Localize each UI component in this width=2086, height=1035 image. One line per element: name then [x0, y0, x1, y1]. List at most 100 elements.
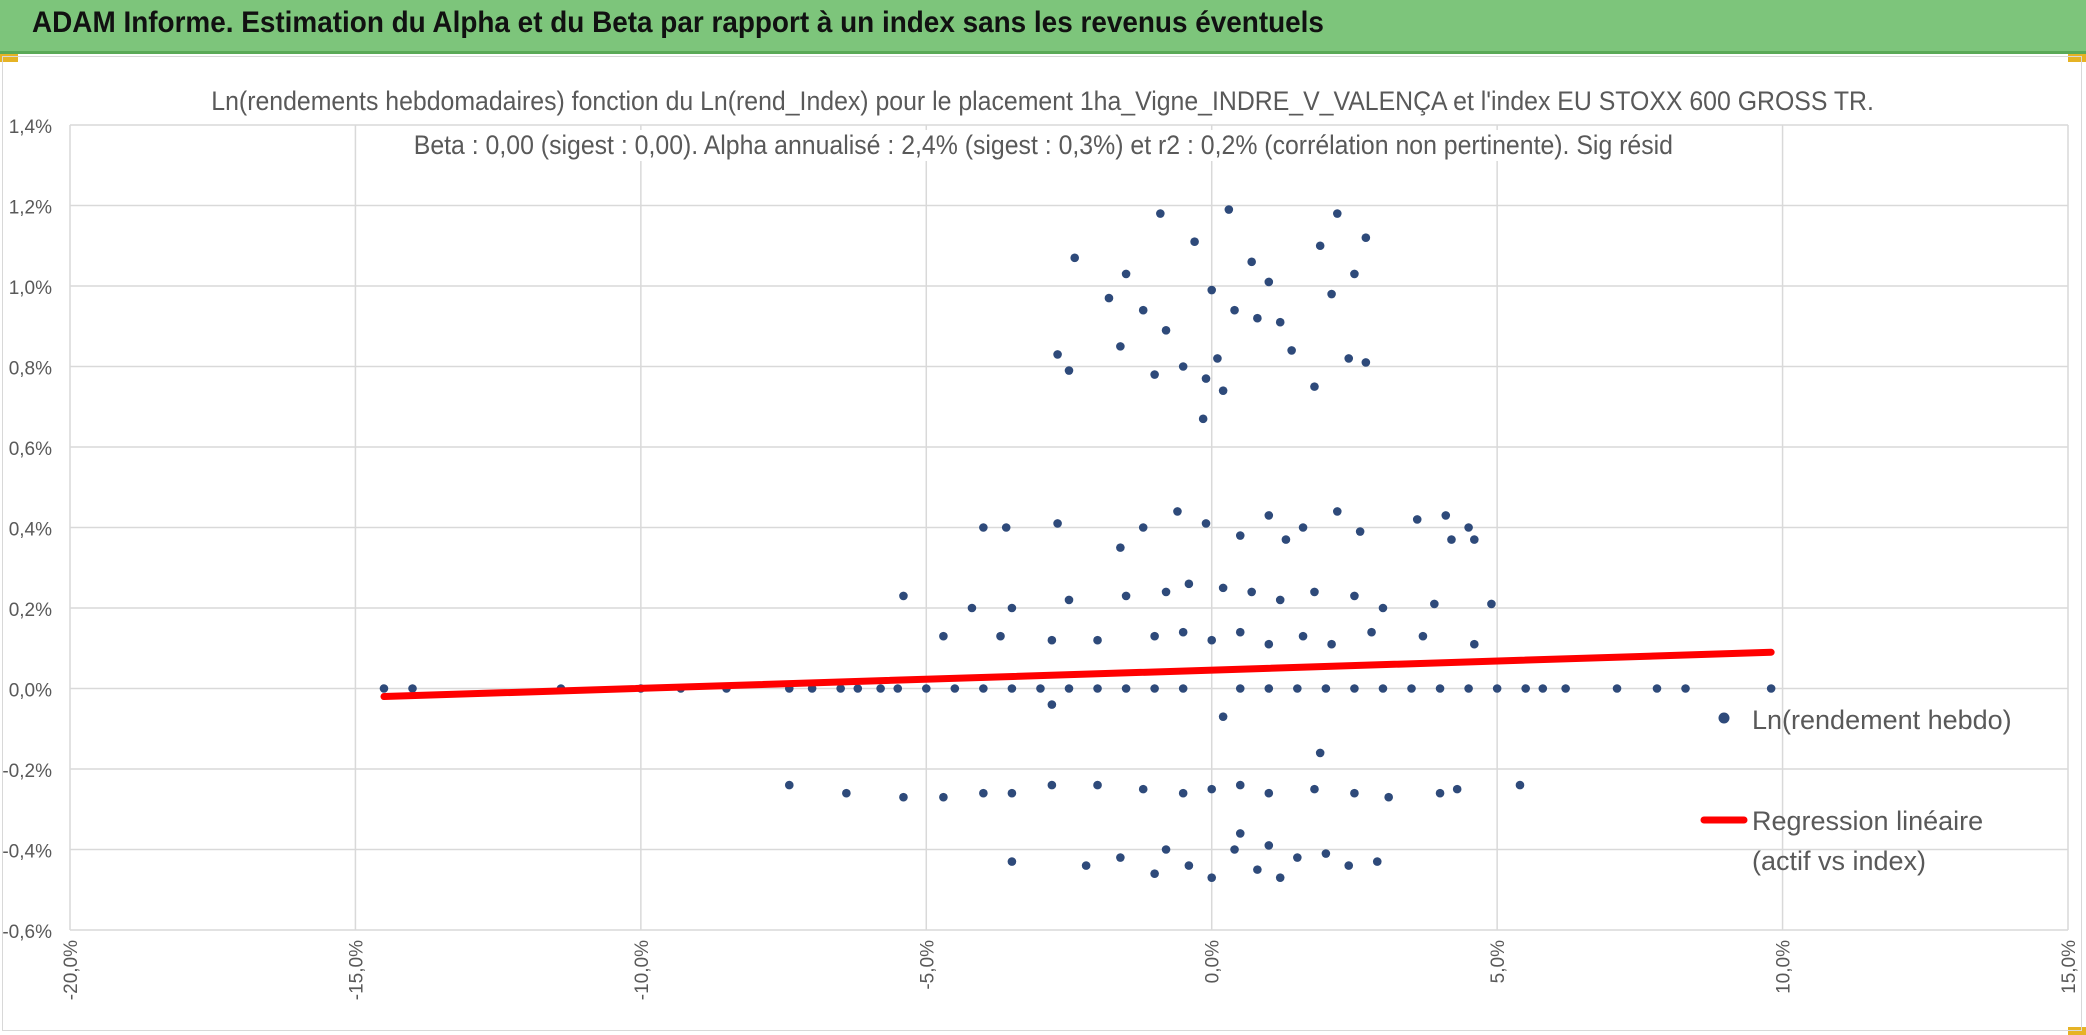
x-tick-label: -10,0%	[632, 940, 653, 1000]
data-point	[1470, 535, 1479, 544]
data-point	[1150, 370, 1159, 379]
data-point	[899, 591, 908, 601]
data-point	[1138, 523, 1148, 532]
data-point	[1235, 684, 1245, 693]
data-point	[893, 684, 903, 693]
data-point	[1412, 515, 1422, 524]
data-point	[1310, 587, 1319, 597]
data-point	[921, 684, 931, 693]
data-point	[1418, 631, 1428, 641]
data-point	[1138, 305, 1148, 315]
data-point	[1452, 784, 1462, 794]
data-point	[1361, 358, 1371, 367]
data-point	[1293, 853, 1302, 862]
data-point	[1315, 241, 1325, 251]
data-point	[1310, 382, 1319, 391]
data-point	[1515, 780, 1525, 790]
data-point	[1470, 639, 1479, 649]
data-point	[1327, 639, 1336, 649]
data-point	[1207, 784, 1217, 794]
data-point	[1681, 684, 1690, 693]
y-tick-label: 1,0%	[9, 278, 52, 299]
data-point	[1184, 579, 1194, 589]
x-tick-label: -15,0%	[346, 940, 367, 1000]
data-point	[939, 792, 948, 802]
data-point	[1161, 845, 1171, 854]
data-point	[1235, 780, 1245, 790]
data-point	[1315, 748, 1325, 758]
data-point	[1121, 591, 1131, 601]
data-point	[1492, 684, 1502, 693]
data-point	[1407, 684, 1416, 693]
data-point	[842, 788, 851, 798]
data-point	[1298, 631, 1308, 641]
data-point	[1247, 587, 1256, 597]
data-point	[1150, 631, 1159, 641]
data-point	[1064, 366, 1074, 375]
y-tick-label: 0,6%	[9, 439, 52, 460]
data-point	[1464, 684, 1473, 693]
chart-subtitle: Beta : 0,00 (sigest : 0,00). Alpha annua…	[406, 130, 1680, 161]
data-point	[1001, 523, 1011, 532]
data-point	[1561, 684, 1570, 693]
corner-marker-top-right	[2068, 54, 2086, 62]
y-tick-label: 1,4%	[9, 117, 52, 138]
data-point	[967, 603, 977, 613]
data-point	[1116, 853, 1125, 862]
data-point	[1047, 700, 1057, 709]
data-point	[1007, 788, 1017, 798]
data-point	[1116, 342, 1125, 351]
data-point	[1612, 684, 1622, 693]
data-point	[996, 631, 1005, 641]
data-point	[1264, 511, 1274, 520]
data-point	[1275, 595, 1285, 605]
data-point	[1064, 595, 1074, 605]
data-point	[1230, 845, 1239, 854]
data-point	[876, 684, 885, 693]
data-point	[1333, 507, 1342, 516]
data-point	[1053, 350, 1062, 359]
data-point	[1361, 233, 1371, 242]
chart-subtitle-line: Beta : 0,00 (sigest : 0,00). Alpha annua…	[0, 130, 2086, 161]
data-point	[1464, 523, 1473, 532]
data-point	[1178, 362, 1188, 371]
data-point	[1235, 829, 1245, 838]
regression-line	[380, 648, 1775, 701]
data-point	[1281, 535, 1291, 544]
data-point	[1235, 531, 1245, 540]
y-tick-label: 0,4%	[9, 520, 52, 541]
x-tick-label: -20,0%	[61, 940, 82, 1000]
data-point	[1070, 253, 1080, 263]
data-point	[1161, 587, 1171, 597]
data-point	[1327, 289, 1336, 299]
data-point	[1064, 684, 1074, 693]
data-point	[1538, 684, 1548, 693]
data-point	[1293, 684, 1302, 693]
data-point	[979, 523, 988, 532]
data-point	[1213, 354, 1222, 363]
report-banner: ADAM Informe. Estimation du Alpha et du …	[0, 0, 2086, 54]
data-point	[853, 684, 863, 693]
data-point	[1007, 603, 1017, 613]
legend-label-points: Ln(rendement hebdo)	[1752, 705, 2012, 735]
data-point	[1161, 325, 1171, 335]
y-tick-label: 0,2%	[9, 600, 52, 621]
data-point	[836, 684, 845, 693]
data-point	[1298, 523, 1308, 532]
data-point	[1218, 386, 1228, 395]
data-point	[1378, 684, 1388, 693]
x-tick-label: -5,0%	[917, 940, 938, 990]
data-point	[1047, 635, 1057, 645]
legend-label-regression: Regression linéaire (actif vs index)	[1752, 806, 1983, 876]
data-point	[1350, 269, 1359, 279]
data-point	[1178, 627, 1188, 637]
y-tick-label: 0,8%	[9, 359, 52, 380]
data-point	[1007, 684, 1017, 693]
data-point	[1344, 861, 1354, 870]
data-point	[1355, 527, 1365, 536]
data-point	[784, 780, 794, 790]
x-tick-label: 15,0%	[2059, 940, 2080, 994]
data-point	[1184, 861, 1194, 870]
data-point	[1230, 305, 1239, 315]
data-point	[1333, 209, 1342, 218]
